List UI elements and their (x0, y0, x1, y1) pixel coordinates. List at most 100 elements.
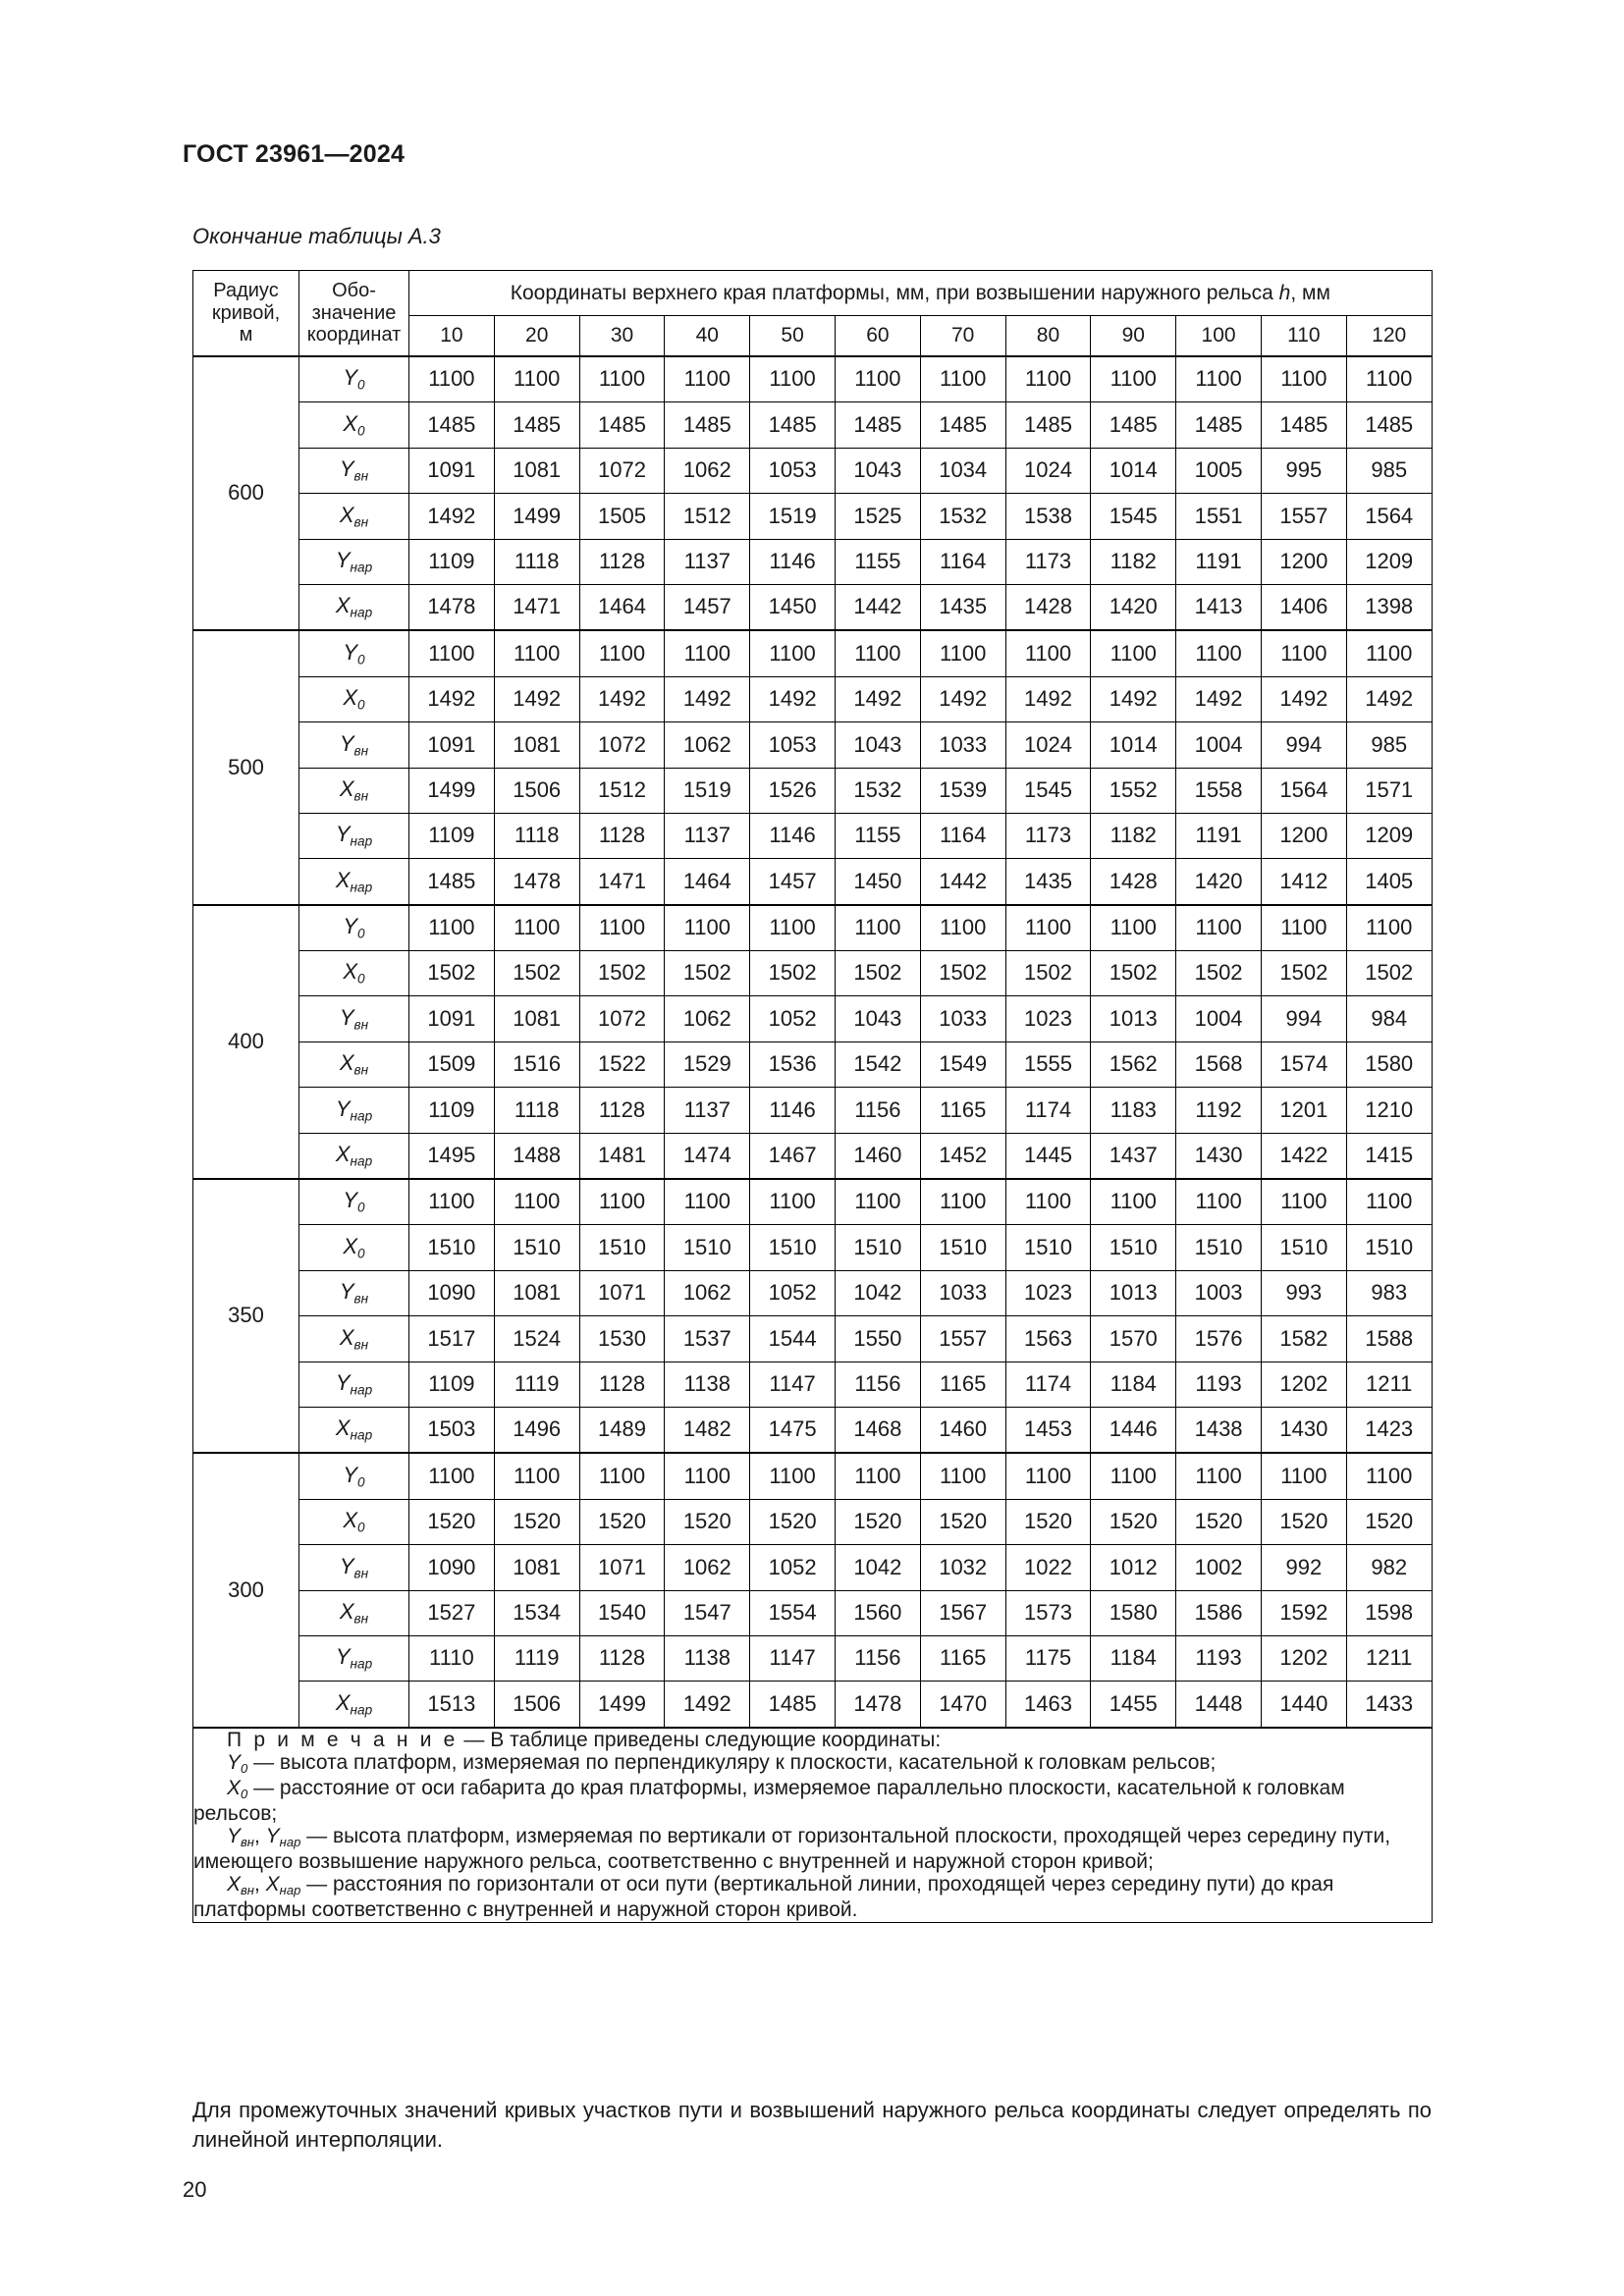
value-cell: 1540 (578, 1589, 666, 1636)
designation-base: X (343, 1233, 358, 1258)
value-cell: 1499 (408, 767, 495, 814)
value-cell: 1200 (1260, 538, 1347, 585)
value-cell: 1586 (1175, 1589, 1262, 1636)
radius-cell-350: 350 (192, 1178, 299, 1454)
value-cell: 1437 (1090, 1132, 1177, 1180)
coordinates-table-container: Радиус кривой, м Обо- значение координат… (192, 270, 1433, 1923)
designation-cell: Y0 (298, 1452, 409, 1500)
designation-symbol: Y0 (343, 1463, 364, 1489)
value-cell: 1538 (1004, 493, 1092, 540)
designation-subscript: 0 (357, 1200, 365, 1215)
value-cell: 1520 (749, 1498, 836, 1546)
value-cell: 1505 (578, 493, 666, 540)
value-cell: 1100 (749, 1178, 836, 1226)
standard-number-header: ГОСТ 23961—2024 (183, 140, 406, 168)
value-cell: 1100 (493, 903, 580, 952)
value-cell: 1492 (1260, 675, 1347, 723)
value-cell: 1580 (1090, 1589, 1177, 1636)
designation-base: Y (335, 1369, 351, 1395)
value-cell: 1175 (1004, 1634, 1092, 1682)
designation-subscript: 0 (357, 971, 365, 987)
value-cell: 1100 (1090, 355, 1177, 403)
value-cell: 1537 (664, 1315, 751, 1362)
designation-symbol: Yнар (336, 548, 372, 574)
value-cell: 1524 (493, 1315, 580, 1362)
note-line-x-vn-nar: Xвн, Xнар — расстояния по горизонтали от… (193, 1873, 1432, 1921)
value-cell: 1100 (1260, 355, 1347, 403)
value-cell: 1128 (578, 1361, 666, 1408)
value-cell: 1071 (578, 1269, 666, 1317)
value-cell: 1485 (578, 401, 666, 449)
table-row: Yнар 1109 1118 1128 1137 1146 1155 1164 1173 1182… (193, 538, 1433, 585)
value-cell: 1193 (1175, 1361, 1262, 1408)
designation-symbol: Xвн (340, 503, 369, 529)
value-cell: 1598 (1345, 1589, 1433, 1636)
value-cell: 1527 (408, 1589, 495, 1636)
value-cell: 1100 (834, 355, 921, 403)
designation-symbol: Xвн (340, 776, 368, 803)
value-cell: 1033 (919, 721, 1006, 769)
value-cell: 1467 (749, 1132, 836, 1180)
value-cell: 1435 (919, 583, 1006, 631)
value-cell: 1053 (749, 721, 836, 769)
note-line-y-vn-nar: Yвн, Yнар — высота платформ, измеряемая … (193, 1825, 1432, 1873)
value-cell: 1485 (1345, 401, 1433, 449)
note-text-x0: — расстояние от оси габарита до края пла… (193, 1776, 1345, 1825)
value-cell: 1052 (749, 995, 836, 1042)
value-cell: 1118 (493, 812, 580, 860)
header-designation-line1: Обо- (332, 280, 376, 302)
value-cell: 1428 (1004, 583, 1092, 631)
value-cell: 1492 (1004, 675, 1092, 723)
value-cell: 1034 (919, 447, 1006, 495)
value-cell: 1012 (1090, 1544, 1177, 1591)
value-cell: 1485 (408, 858, 495, 906)
note-symbol-xnar: Xнар (265, 1873, 301, 1898)
header-designation-line3: координат (306, 324, 402, 347)
value-cell: 1576 (1175, 1315, 1262, 1362)
value-cell: 1156 (834, 1634, 921, 1682)
designation-cell: Xнар (298, 1681, 409, 1729)
value-cell: 1109 (408, 1087, 495, 1134)
designation-cell: Yвн (298, 721, 409, 769)
value-cell: 1100 (1090, 1178, 1177, 1226)
value-cell: 1091 (408, 721, 495, 769)
designation-cell: Xвн (298, 767, 409, 814)
value-cell: 1100 (1175, 1178, 1262, 1226)
value-cell: 1100 (493, 355, 580, 403)
value-cell: 1100 (578, 355, 666, 403)
value-cell: 1485 (834, 401, 921, 449)
table-head: Радиус кривой, м Обо- значение координат… (192, 270, 1433, 357)
note-symbol-xvn: Xвн (227, 1873, 254, 1898)
value-cell: 1510 (1260, 1224, 1347, 1271)
value-cell: 1005 (1175, 447, 1262, 495)
designation-base: Y (343, 365, 358, 391)
value-cell: 1090 (408, 1544, 495, 1591)
value-cell: 1570 (1090, 1315, 1177, 1362)
value-cell: 1100 (408, 1178, 495, 1226)
designation-base: Y (343, 639, 358, 665)
designation-subscript: вн (353, 1062, 369, 1078)
designation-base: X (335, 593, 351, 618)
value-cell: 1495 (408, 1132, 495, 1180)
value-cell: 1014 (1090, 721, 1177, 769)
value-cell: 1452 (919, 1132, 1006, 1180)
designation-cell: Xнар (298, 1406, 409, 1454)
value-cell: 1184 (1090, 1361, 1177, 1408)
value-cell: 1081 (493, 721, 580, 769)
table-row: Xвн 1492 1499 1505 1512 1519 1525 1532 1538 1545 1… (193, 493, 1433, 540)
value-cell: 1534 (493, 1589, 580, 1636)
note-sep-x: , (253, 1873, 266, 1896)
value-cell: 985 (1345, 447, 1433, 495)
header-h-120: 120 (1345, 315, 1433, 357)
value-cell: 1100 (578, 1452, 666, 1500)
value-cell: 1091 (408, 447, 495, 495)
note-label: П р и м е ч а н и е (227, 1728, 459, 1751)
value-cell: 1100 (834, 629, 921, 677)
designation-subscript: вн (353, 513, 369, 529)
value-cell: 1100 (1004, 1452, 1092, 1500)
header-radius: Радиус кривой, м (192, 270, 299, 357)
value-cell: 1091 (408, 995, 495, 1042)
value-cell: 1013 (1090, 995, 1177, 1042)
designation-base: X (339, 1050, 354, 1076)
value-cell: 1042 (834, 1544, 921, 1591)
